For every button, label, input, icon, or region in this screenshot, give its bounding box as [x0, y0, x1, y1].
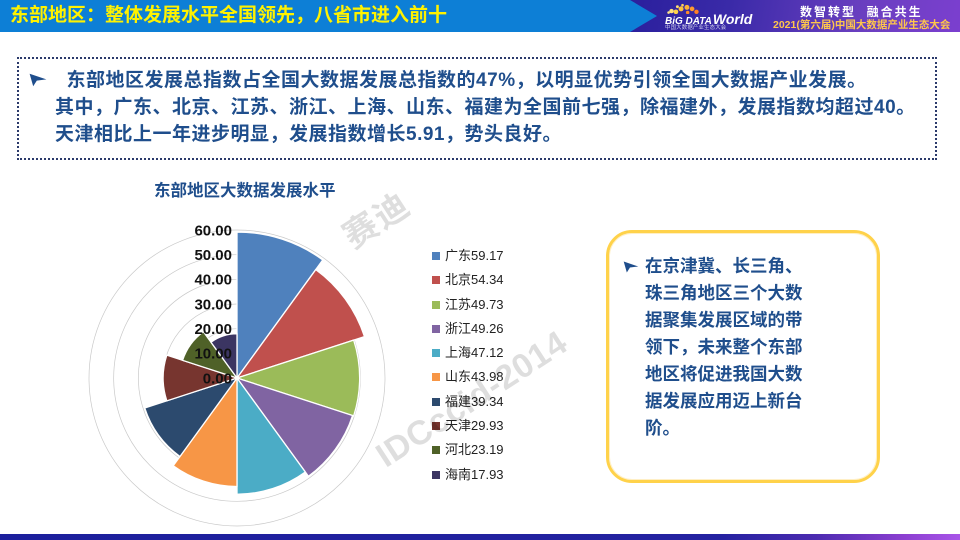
svg-text:30.00: 30.00	[194, 296, 232, 313]
svg-text:20.00: 20.00	[194, 321, 232, 338]
svg-text:40.00: 40.00	[194, 272, 232, 289]
svg-text:50.00: 50.00	[194, 247, 232, 264]
svg-text:60.00: 60.00	[194, 222, 232, 239]
svg-text:10.00: 10.00	[194, 346, 232, 363]
svg-text:0.00: 0.00	[203, 370, 232, 387]
